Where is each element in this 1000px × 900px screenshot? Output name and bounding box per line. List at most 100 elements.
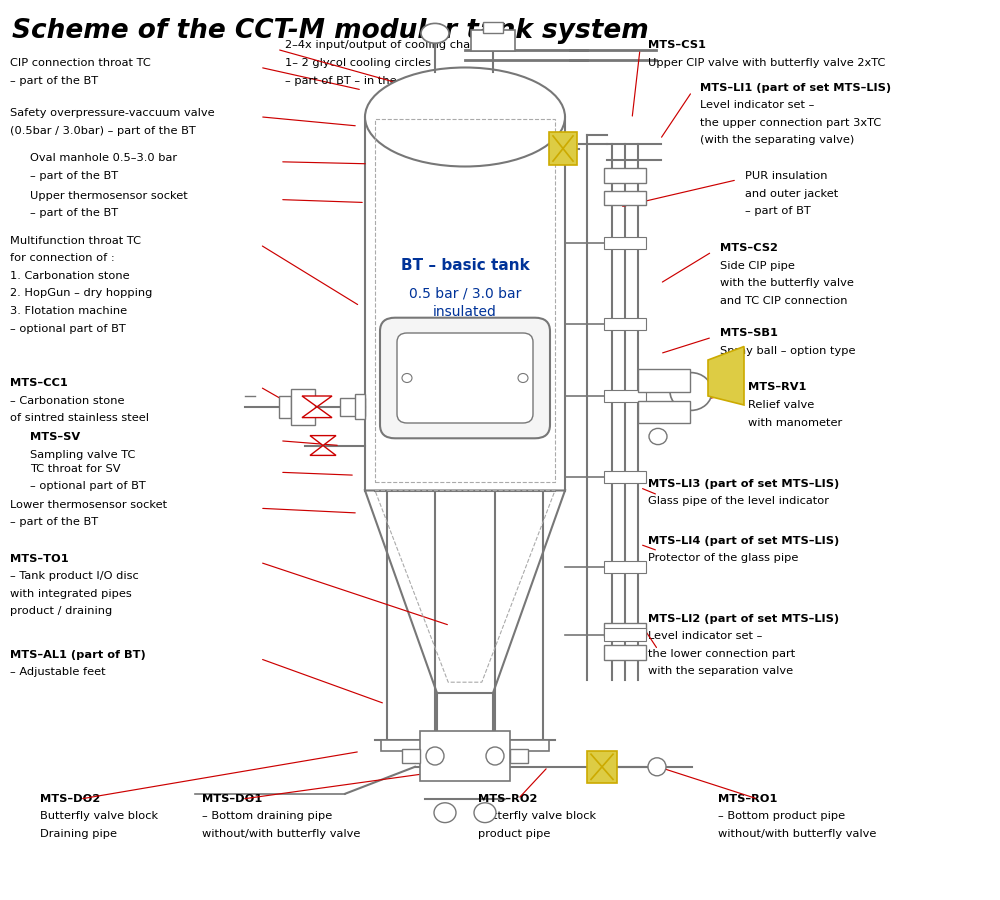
Text: with manometer: with manometer — [748, 418, 842, 428]
Bar — [483, 22, 503, 33]
Text: MTS–LI2 (part of set MTS–LIS): MTS–LI2 (part of set MTS–LIS) — [648, 614, 839, 624]
Text: MTS–DO2: MTS–DO2 — [40, 794, 100, 804]
Text: product / draining: product / draining — [10, 607, 112, 616]
Bar — [604, 623, 646, 637]
Bar — [604, 561, 646, 573]
Text: Butterfly valve block: Butterfly valve block — [40, 812, 158, 822]
Ellipse shape — [426, 747, 444, 765]
Text: MTS–LI1 (part of set MTS–LIS): MTS–LI1 (part of set MTS–LIS) — [700, 83, 891, 93]
Ellipse shape — [518, 374, 528, 382]
Text: Lower thermosensor socket: Lower thermosensor socket — [10, 500, 167, 509]
Bar — [587, 751, 617, 783]
Text: MTS–CS1: MTS–CS1 — [648, 40, 706, 50]
Text: for connection of :: for connection of : — [10, 254, 115, 264]
Bar — [638, 400, 690, 423]
Text: MTS–SV: MTS–SV — [30, 432, 80, 442]
Text: – optional part of BT: – optional part of BT — [30, 481, 146, 491]
Text: Spray ball – option type: Spray ball – option type — [720, 346, 856, 356]
Ellipse shape — [670, 373, 712, 410]
Bar — [471, 30, 515, 51]
Text: – Tank product I/O disc: – Tank product I/O disc — [10, 572, 139, 581]
Text: MTS–RO2: MTS–RO2 — [478, 794, 537, 804]
Polygon shape — [708, 346, 744, 405]
Text: MTS–CS2: MTS–CS2 — [720, 243, 778, 253]
Text: – Adjustable feet: – Adjustable feet — [10, 668, 106, 678]
Text: Draining pipe: Draining pipe — [40, 829, 117, 839]
Polygon shape — [365, 491, 565, 693]
Bar — [375, 119, 555, 482]
Polygon shape — [302, 407, 332, 418]
Text: with the separation valve: with the separation valve — [648, 666, 793, 677]
Text: with the butterfly valve: with the butterfly valve — [720, 278, 854, 288]
Ellipse shape — [486, 747, 504, 765]
Bar — [420, 731, 510, 780]
Polygon shape — [310, 446, 336, 455]
FancyBboxPatch shape — [380, 318, 550, 438]
Text: Multifunction throat TC: Multifunction throat TC — [10, 236, 141, 246]
Text: 0.5 bar / 3.0 bar: 0.5 bar / 3.0 bar — [409, 286, 521, 301]
Bar — [489, 740, 549, 751]
Ellipse shape — [421, 23, 449, 43]
Bar — [291, 389, 315, 425]
Ellipse shape — [402, 374, 412, 382]
Text: with integrated pipes: with integrated pipes — [10, 589, 132, 598]
Bar — [279, 396, 291, 418]
Text: BT – basic tank: BT – basic tank — [401, 258, 529, 273]
Ellipse shape — [649, 428, 667, 445]
Text: without/with butterfly valve: without/with butterfly valve — [718, 829, 876, 839]
Bar — [549, 132, 577, 165]
Text: PUR insulation: PUR insulation — [745, 171, 828, 181]
Ellipse shape — [648, 758, 666, 776]
Polygon shape — [302, 396, 332, 407]
Text: (0.5bar / 3.0bar) – part of the BT: (0.5bar / 3.0bar) – part of the BT — [10, 125, 196, 136]
Bar — [510, 749, 528, 763]
Text: of sintred stainless steel: of sintred stainless steel — [10, 413, 149, 423]
Ellipse shape — [434, 803, 456, 823]
Text: MTS–TO1: MTS–TO1 — [10, 554, 69, 563]
Text: CIP connection throat TC: CIP connection throat TC — [10, 58, 151, 68]
Text: insulated: insulated — [433, 305, 497, 320]
Text: TC throat for SV: TC throat for SV — [30, 464, 120, 473]
Text: – optional part of BT: – optional part of BT — [10, 324, 126, 334]
Text: – part of the BT: – part of the BT — [30, 171, 118, 181]
Text: and outer jacket: and outer jacket — [745, 188, 838, 199]
Bar — [604, 168, 646, 183]
Text: – part of the BT: – part of the BT — [10, 76, 98, 86]
FancyBboxPatch shape — [397, 333, 533, 423]
Text: 3. Flotation machine: 3. Flotation machine — [10, 306, 127, 316]
Bar — [340, 398, 365, 416]
Text: 2. HopGun – dry hopping: 2. HopGun – dry hopping — [10, 288, 152, 299]
Text: – Bottom draining pipe: – Bottom draining pipe — [202, 812, 332, 822]
Bar — [381, 740, 441, 751]
Text: – Carbonation stone: – Carbonation stone — [10, 396, 124, 406]
Ellipse shape — [474, 803, 496, 823]
Text: MTS–CC1: MTS–CC1 — [10, 378, 68, 388]
Bar — [402, 749, 420, 763]
Text: MTS–LI4 (part of set MTS–LIS): MTS–LI4 (part of set MTS–LIS) — [648, 536, 839, 545]
Text: Relief valve: Relief valve — [748, 400, 814, 410]
Text: Level indicator set –: Level indicator set – — [700, 100, 814, 111]
Text: Side CIP pipe: Side CIP pipe — [720, 261, 795, 271]
Text: Level indicator set –: Level indicator set – — [648, 632, 762, 642]
Text: MTS–SB1: MTS–SB1 — [720, 328, 778, 338]
Text: – part of the BT: – part of the BT — [10, 517, 98, 527]
Text: – part of BT – in the rear part of the tank: – part of BT – in the rear part of the t… — [285, 76, 516, 86]
Text: – part of BT: – part of BT — [745, 206, 811, 216]
Text: (with the separating valve): (with the separating valve) — [700, 135, 854, 146]
Text: Butterfly valve block: Butterfly valve block — [478, 812, 596, 822]
Ellipse shape — [365, 68, 565, 166]
Text: Upper thermosensor socket: Upper thermosensor socket — [30, 191, 188, 201]
Bar — [604, 628, 646, 641]
Text: 2–4x input/output of cooling channels: 2–4x input/output of cooling channels — [285, 40, 501, 50]
Text: Sampling valve TC: Sampling valve TC — [30, 449, 135, 460]
Bar — [604, 237, 646, 249]
Bar — [355, 394, 365, 419]
Text: the upper connection part 3xTC: the upper connection part 3xTC — [700, 118, 881, 128]
Text: MTS–LI3 (part of set MTS–LIS): MTS–LI3 (part of set MTS–LIS) — [648, 479, 839, 489]
Text: Safety overpressure-vaccuum valve: Safety overpressure-vaccuum valve — [10, 108, 215, 118]
Bar — [604, 390, 646, 402]
Bar — [604, 318, 646, 330]
Text: and TC CIP connection: and TC CIP connection — [720, 295, 848, 306]
Text: the lower connection part: the lower connection part — [648, 649, 795, 659]
Text: Scheme of the CCT-M modular tank system: Scheme of the CCT-M modular tank system — [12, 18, 649, 44]
